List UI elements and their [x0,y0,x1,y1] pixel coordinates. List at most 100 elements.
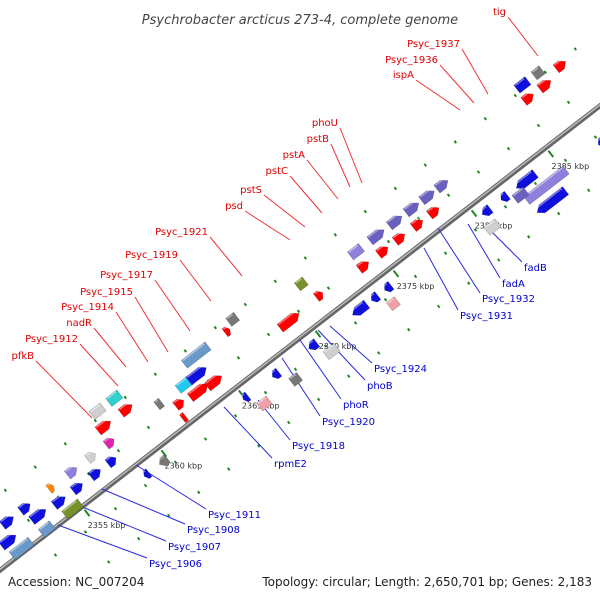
gene-feature[interactable] [69,480,86,496]
gene-feature[interactable] [349,299,371,319]
gene-feature[interactable] [355,258,372,274]
gene-feature[interactable] [153,397,166,411]
gene-feature[interactable] [530,65,546,81]
gene-label-fada[interactable]: fadA [502,279,525,290]
gene-feature[interactable] [45,482,57,494]
gene-feature[interactable] [87,466,104,482]
gene-feature[interactable] [368,291,382,305]
gene-label-rpme2[interactable]: rpmE2 [274,459,307,470]
gene-feature[interactable] [322,342,341,361]
gene-feature[interactable] [552,58,569,74]
gene-label-pfkb[interactable]: pfkB [11,351,34,362]
gene-feature[interactable] [269,367,283,381]
gene-feature[interactable] [534,186,570,217]
gene-feature[interactable] [221,325,233,338]
leader-line [79,505,167,542]
gene-feature[interactable] [0,531,19,551]
gene-feature[interactable] [88,402,107,420]
gene-feature[interactable] [83,449,98,464]
gene-label-fadb[interactable]: fadB [524,263,547,274]
gene-feature[interactable] [105,389,124,407]
gene-feature[interactable] [479,204,494,219]
gene-feature[interactable] [595,135,600,149]
gene-feature[interactable] [346,243,366,261]
gene-feature[interactable] [37,520,56,538]
gene-feature[interactable] [418,187,438,206]
gene-feature[interactable] [391,230,408,246]
gene-label-pstc[interactable]: pstC [266,166,288,177]
gene-label-psyc-1932[interactable]: Psyc_1932 [482,294,535,305]
gene-feature[interactable] [483,218,502,236]
gene-label-ispa[interactable]: ispA [393,70,414,81]
gene-feature[interactable] [276,309,302,333]
gene-label-psyc-1911[interactable]: Psyc_1911 [208,510,261,521]
gene-feature[interactable] [0,513,17,530]
gene-feature[interactable] [402,199,422,218]
gene-label-psyc-1914[interactable]: Psyc_1914 [61,302,114,313]
gene-feature[interactable] [306,338,321,353]
gene-label-psts[interactable]: pstS [240,185,262,196]
gene-label-psyc-1907[interactable]: Psyc_1907 [168,542,221,553]
gene-label-tig[interactable]: tig [493,7,506,18]
gene-feature[interactable] [374,243,391,259]
gene-feature[interactable] [61,498,84,520]
gene-label-psyc-1919[interactable]: Psyc_1919 [125,250,178,261]
gene-feature[interactable] [8,536,35,561]
gene-label-psyc-1924[interactable]: Psyc_1924 [374,364,427,375]
gene-label-psta[interactable]: pstA [283,150,305,161]
gene-label-psyc-1915[interactable]: Psyc_1915 [80,287,133,298]
gene-label-nadr[interactable]: nadR [66,318,92,329]
gene-label-psyc-1931[interactable]: Psyc_1931 [460,311,513,322]
gene-feature[interactable] [520,90,537,106]
gene-feature[interactable] [63,464,80,480]
gene-label-pstb[interactable]: pstB [307,134,329,145]
gene-label-psyc-1908[interactable]: Psyc_1908 [187,525,240,536]
gene-feature[interactable] [240,391,252,404]
gene-feature[interactable] [293,276,309,292]
gene-label-phob[interactable]: phoB [367,381,393,392]
gene-feature[interactable] [288,371,304,387]
gene-feature[interactable] [50,493,68,510]
gene-feature[interactable] [180,341,212,369]
gene-feature[interactable] [256,395,273,412]
gene-feature[interactable] [225,311,241,327]
gene-feature[interactable] [94,417,114,436]
gene-feature[interactable] [179,412,190,424]
gene-feature[interactable] [186,380,211,403]
gene-feature[interactable] [17,500,34,516]
gene-label-psd[interactable]: psd [225,201,243,212]
gene-label-psyc-1920[interactable]: Psyc_1920 [322,417,375,428]
gene-feature[interactable] [511,186,530,204]
gene-feature[interactable] [536,77,554,94]
gene-feature[interactable] [156,454,171,468]
gene-feature[interactable] [385,296,401,312]
gene-label-phor[interactable]: phoR [343,400,369,411]
gene-feature[interactable] [513,169,539,193]
gene-feature[interactable] [102,435,117,450]
gene-feature[interactable] [513,76,532,94]
gene-label-phou[interactable]: phoU [312,118,338,129]
gene-label-psyc-1918[interactable]: Psyc_1918 [292,441,345,452]
gene-label-psyc-1912[interactable]: Psyc_1912 [25,334,78,345]
gene-feature[interactable] [385,212,405,231]
gene-feature[interactable] [409,216,426,232]
gene-feature[interactable] [117,401,135,418]
gene-feature[interactable] [498,190,511,204]
gene-feature[interactable] [104,454,119,469]
gene-label-psyc-1921[interactable]: Psyc_1921 [155,227,208,238]
gene-feature[interactable] [366,226,387,246]
gene-feature[interactable] [141,468,153,481]
gene-feature[interactable] [425,204,442,220]
gene-feature[interactable] [433,177,451,194]
gene-feature[interactable] [204,372,224,392]
gene-label-psyc-1917[interactable]: Psyc_1917 [100,270,153,281]
gene-feature[interactable] [28,506,49,525]
gene-label-psyc-1936[interactable]: Psyc_1936 [385,55,438,66]
gene-feature[interactable] [172,396,187,411]
gene-label-psyc-1906[interactable]: Psyc_1906 [149,559,202,570]
gene-feature[interactable] [185,364,210,386]
gene-feature[interactable] [523,165,570,205]
gene-feature[interactable] [382,280,395,294]
gene-feature[interactable] [312,289,325,302]
gene-label-psyc-1937[interactable]: Psyc_1937 [407,39,460,50]
